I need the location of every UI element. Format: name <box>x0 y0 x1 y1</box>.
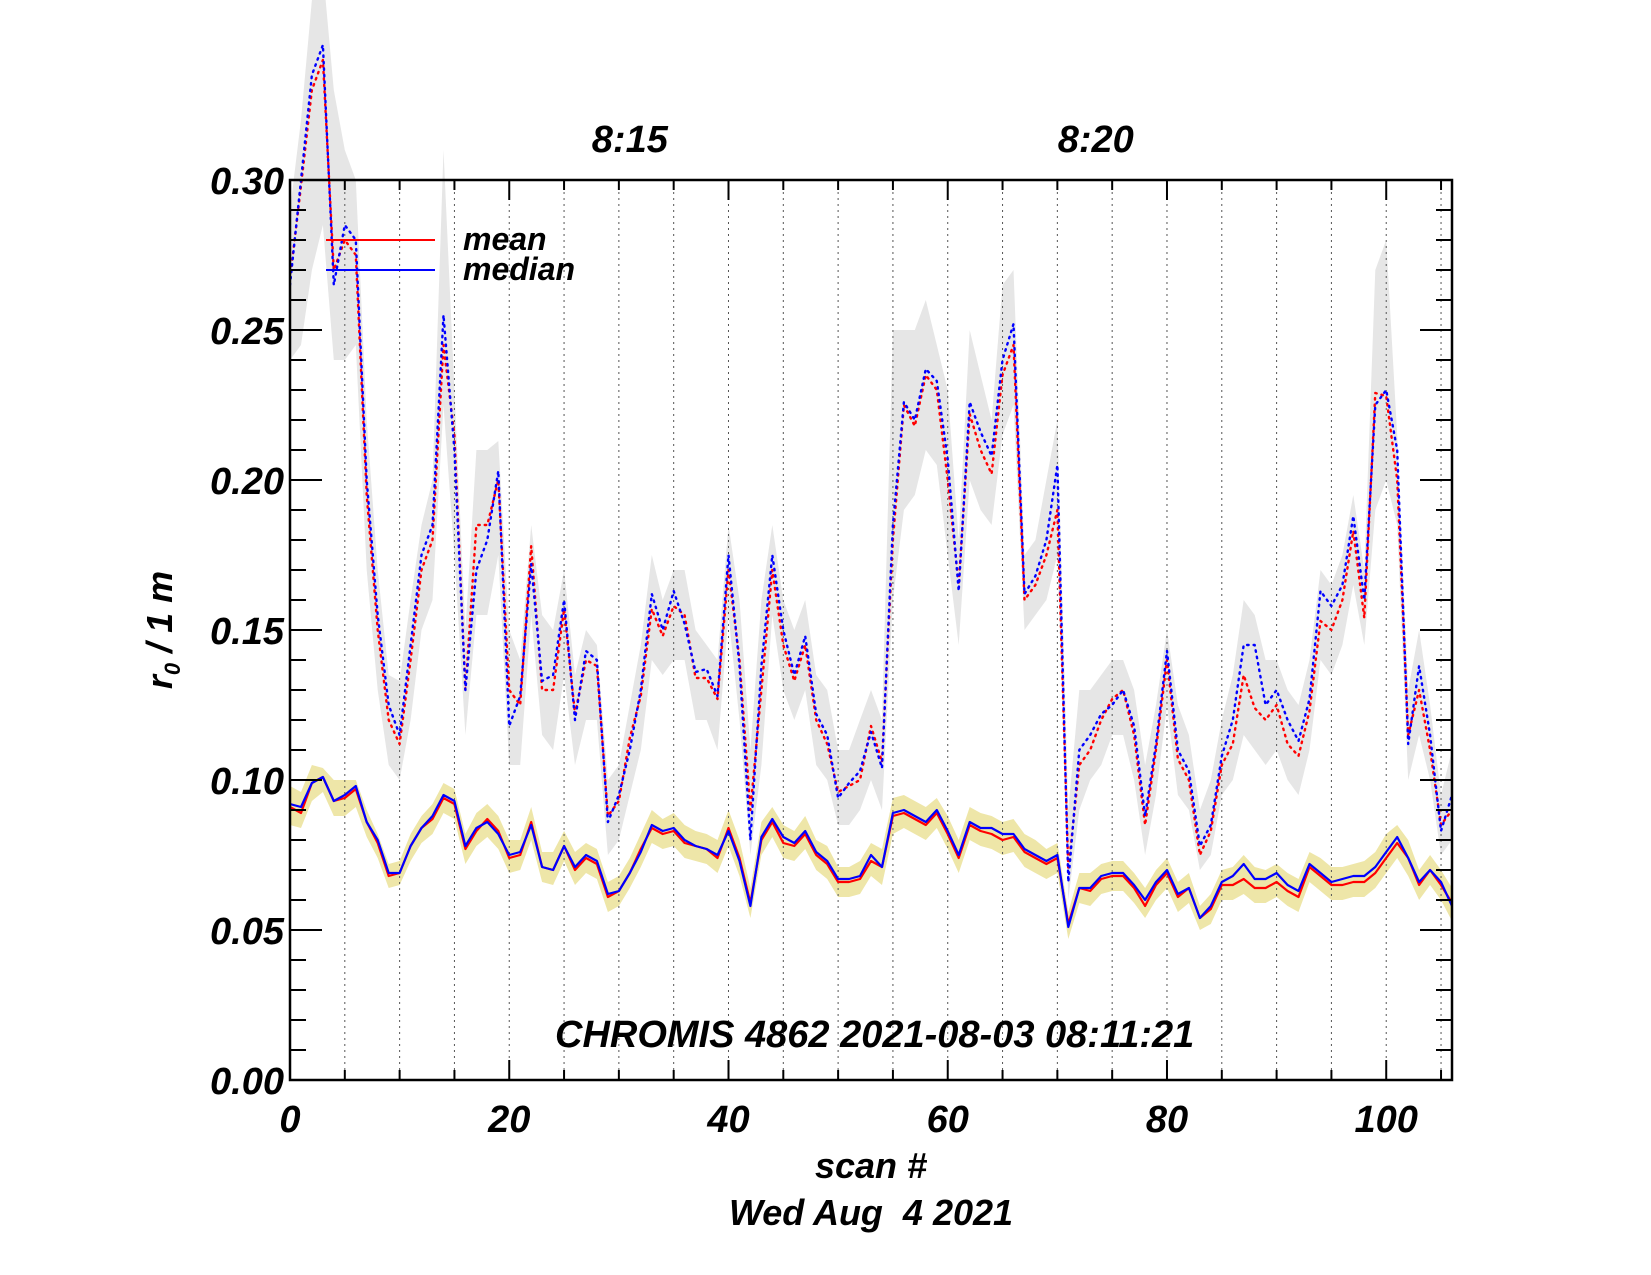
y-tick-label: 0.05 <box>210 911 285 953</box>
y-tick-label: 0.25 <box>210 311 285 353</box>
x-tick-label: 0 <box>279 1099 300 1141</box>
upper-band-area <box>290 0 1452 900</box>
y-tick-label: 0.00 <box>210 1061 284 1103</box>
median-upper-line <box>290 43 1452 884</box>
x-axis-title: scan # <box>815 1145 927 1186</box>
vertical-gridlines <box>344 180 1442 1080</box>
y-axis-title-unit: / 1 m <box>139 571 180 663</box>
median-lower-line <box>290 775 1452 929</box>
x-tick-label: 80 <box>1146 1099 1188 1141</box>
mean-upper-line <box>290 58 1452 872</box>
y-axis-title: r0 / 1 m <box>139 571 185 689</box>
x-tick-label: 20 <box>487 1099 530 1141</box>
chart-annotation: CHROMIS 4862 2021-08-03 08:11:21 <box>555 1014 1194 1056</box>
axis-ticks <box>289 179 1452 1081</box>
y-axis-title-r: r <box>139 673 180 689</box>
legend-median-label: median <box>463 251 575 287</box>
legend: mean median <box>326 221 575 287</box>
y-tick-label: 0.30 <box>210 161 284 203</box>
y-tick-label: 0.20 <box>210 461 284 503</box>
x-tick-label: 100 <box>1355 1099 1418 1141</box>
y-axis-title-subscript: 0 <box>160 662 185 675</box>
series-lines <box>290 43 1452 929</box>
top-time-label: 8:15 <box>592 119 669 161</box>
x-tick-label: 40 <box>706 1099 749 1141</box>
y-tick-label: 0.15 <box>210 611 285 653</box>
x-axis-date: Wed Aug 4 2021 <box>729 1192 1013 1233</box>
y-tick-label: 0.10 <box>210 761 284 803</box>
lower-band-area <box>290 765 1452 939</box>
bands <box>290 0 1452 939</box>
axis-tick-labels: 0 20 40 60 80 100 0.00 0.05 0.10 0.15 0.20 0.25 0.30… <box>210 119 1418 1141</box>
top-time-label: 8:20 <box>1058 119 1134 161</box>
legend-mean-label: mean <box>463 221 547 257</box>
x-tick-label: 60 <box>927 1099 969 1141</box>
